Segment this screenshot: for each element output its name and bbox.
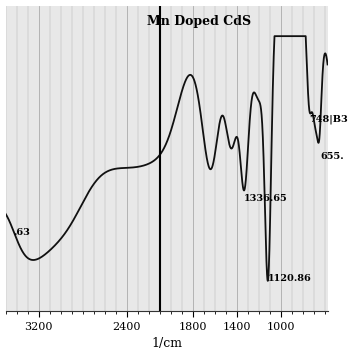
Text: 748|B3: 748|B3 [309,115,348,124]
Text: 1336.65: 1336.65 [244,194,288,203]
Text: Mn Doped CdS: Mn Doped CdS [147,15,251,28]
Text: .63: .63 [13,228,30,237]
Text: 655.: 655. [320,152,344,161]
Text: 1120.86: 1120.86 [268,274,312,283]
X-axis label: 1/cm: 1/cm [151,337,182,350]
